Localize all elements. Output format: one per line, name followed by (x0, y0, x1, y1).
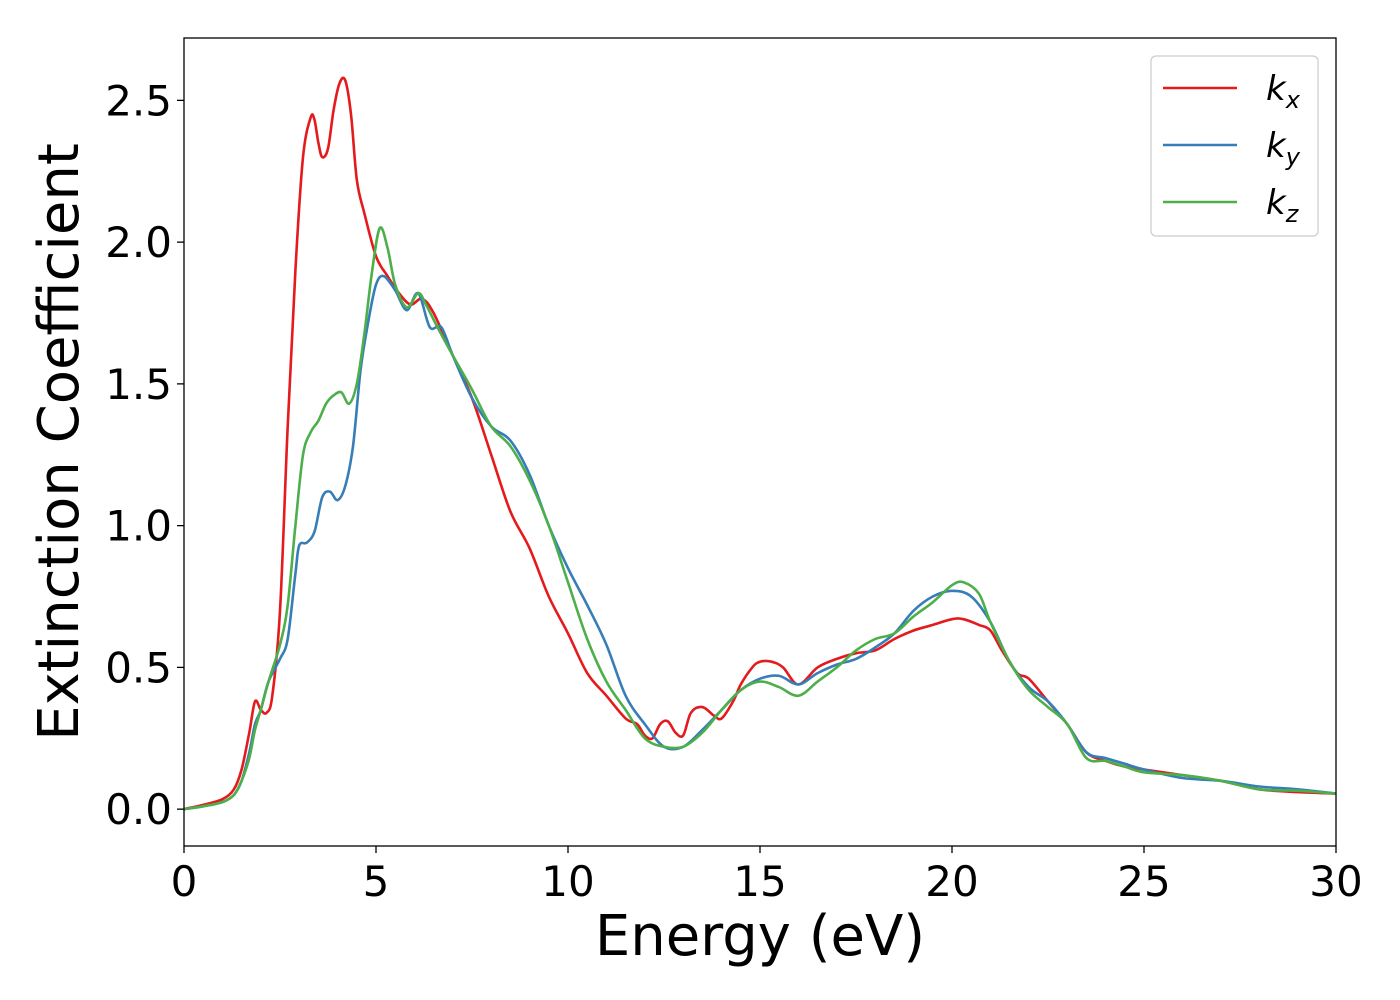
series-line-y (183, 274, 1337, 811)
legend: kx ky kz (1150, 55, 1319, 237)
legend-label-y: ky (1266, 126, 1301, 171)
x-tick-label: 25 (1117, 857, 1170, 906)
x-tick-label: 0 (171, 857, 198, 906)
series-layer (183, 76, 1337, 811)
x-tick-label: 5 (363, 857, 390, 906)
y-tick-label: 1.5 (105, 360, 172, 409)
y-tick-label: 2.0 (105, 218, 172, 267)
x-tick-label: 30 (1309, 857, 1362, 906)
y-axis-label: Extinction Coefficient (27, 143, 92, 741)
y-tick-label: 1.0 (105, 502, 172, 551)
x-axis-label: Energy (eV) (595, 904, 925, 969)
y-tick-label: 2.5 (105, 76, 172, 125)
legend-label-z: kz (1266, 183, 1300, 228)
y-axis: 0.0 0.5 1.0 1.5 2.0 2.5 (105, 76, 184, 834)
y-tick-label: 0.0 (105, 785, 172, 834)
legend-label-x: kx (1266, 69, 1301, 114)
series-line-z (183, 226, 1337, 811)
x-tick-label: 10 (541, 857, 594, 906)
x-tick-label: 20 (925, 857, 978, 906)
y-tick-label: 0.5 (105, 643, 172, 692)
x-axis: 0 5 10 15 20 25 30 (171, 846, 1363, 906)
x-tick-label: 15 (733, 857, 786, 906)
